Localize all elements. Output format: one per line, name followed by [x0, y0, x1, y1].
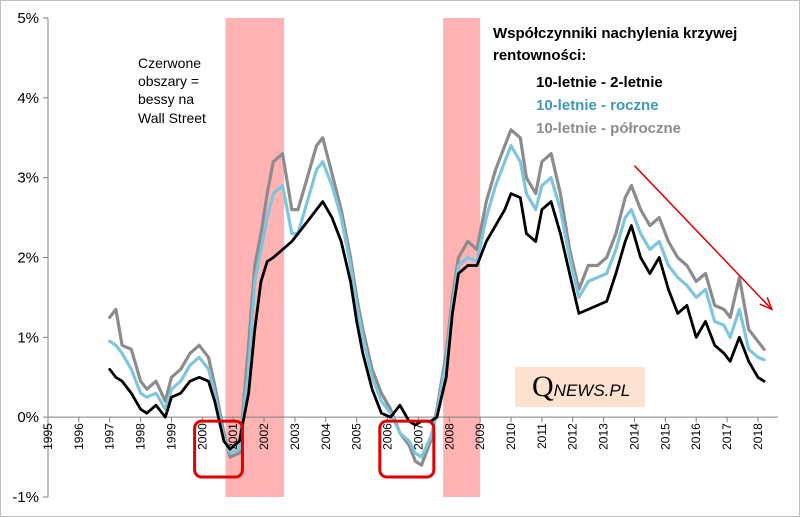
y-tick-label: 1% — [17, 329, 39, 346]
logo-background — [515, 367, 645, 407]
note-line-3: bessy na — [138, 91, 194, 107]
x-tick-label: 2013 — [597, 423, 611, 450]
x-tick-label: 1998 — [134, 423, 148, 450]
x-tick-label: 2014 — [627, 423, 641, 450]
chart-title-line-1: Współczynniki nachylenia krzywej — [493, 25, 737, 42]
legend-item-2y: 10-letnie - 2-letnie — [536, 74, 663, 91]
chart-title-line-2: rentowności: — [493, 47, 586, 64]
legend-item-6m: 10-letnie - półroczne — [536, 120, 681, 137]
y-tick-label: 2% — [17, 250, 39, 267]
trend-arrow-head — [759, 296, 774, 311]
note-line-2: obszary = — [138, 73, 199, 89]
logo-word: NEWS.PL — [554, 381, 631, 400]
note-line-1: Czerwone — [138, 55, 201, 71]
trend-arrow-layer — [633, 165, 774, 311]
inversion-highlight-box-2 — [378, 419, 436, 479]
y-tick-label: 3% — [17, 170, 39, 187]
x-tick-label: 2005 — [350, 423, 364, 450]
y-tick-label: 5% — [17, 10, 39, 27]
y-tick-label: 0% — [17, 409, 39, 426]
logo-letter-q: Q — [532, 370, 554, 403]
x-tick-label: 1995 — [41, 423, 55, 450]
trend-arrow-line — [633, 165, 773, 310]
y-tick-label: -1% — [12, 489, 39, 506]
x-tick-label: 2000 — [195, 423, 209, 450]
x-tick-label: 1996 — [72, 423, 86, 450]
x-tick-label: 2016 — [689, 423, 703, 450]
x-tick-label: 1999 — [164, 423, 178, 450]
legend-item-1y: 10-letnie - roczne — [536, 97, 659, 114]
y-tick-label: 4% — [17, 90, 39, 107]
x-tick-label: 2017 — [720, 423, 734, 450]
x-tick-label: 2015 — [658, 423, 672, 450]
x-tick-label: 2006 — [381, 423, 395, 450]
x-tick-label: 2018 — [751, 423, 765, 450]
logo-text: QNEWS.PL — [532, 370, 630, 403]
highlight-box-layer — [193, 419, 436, 479]
series-line-2 — [108, 144, 766, 459]
x-tick-label: 2012 — [566, 423, 580, 450]
x-tick-label: 2009 — [473, 423, 487, 450]
axes-layer: -1% 0% 1% 2% 3% 4% 5% 1995 1996 1997 1998 1999 2000 2… — [12, 10, 778, 506]
legend: Współczynniki nachylenia krzywej rentown… — [493, 25, 737, 137]
note-line-4: Wall Street — [138, 110, 206, 126]
bear-market-note: Czerwone obszary = bessy na Wall Street — [138, 55, 206, 126]
x-tick-label: 2011 — [535, 423, 549, 449]
qnews-logo: QNEWS.PL — [515, 367, 645, 407]
x-tick-label: 2008 — [442, 423, 456, 450]
inversion-highlight-box-1 — [193, 419, 244, 479]
x-tick-label: 2007 — [411, 423, 425, 450]
x-tick-label: 1997 — [103, 423, 117, 450]
x-tick-label: 2003 — [288, 423, 302, 450]
x-tick-label: 2004 — [319, 423, 333, 450]
x-tick-label: 2002 — [257, 423, 271, 450]
x-tick-label: 2010 — [504, 423, 518, 450]
